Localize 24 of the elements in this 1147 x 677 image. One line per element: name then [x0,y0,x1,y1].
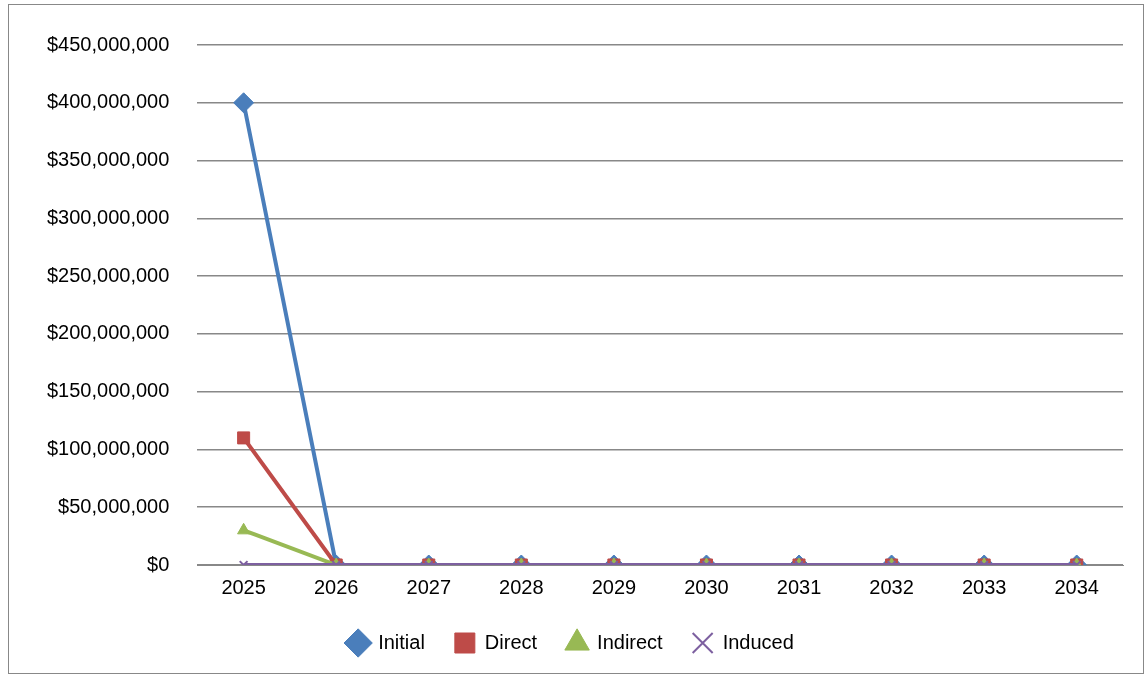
legend-label: Induced [722,630,794,653]
legend-label: Indirect [597,630,664,653]
y-tick-label: $250,000,000 [47,263,170,286]
y-tick-label: $100,000,000 [47,436,170,459]
x-tick-label: 2026 [313,575,359,598]
y-tick-label: $150,000,000 [47,379,170,402]
y-tick-label: $200,000,000 [47,321,170,344]
x-tick-label: 2029 [591,575,637,598]
y-tick-label: $300,000,000 [47,205,170,228]
legend-label: Direct [484,630,538,653]
x-tick-label: 2034 [1054,575,1099,598]
legend-label: Initial [378,630,425,653]
x-tick-label: 2025 [221,575,266,598]
x-tick-label: 2027 [406,575,452,598]
x-tick-label: 2030 [684,575,729,598]
y-tick-label: $450,000,000 [47,32,170,55]
x-tick-label: 2032 [869,575,914,598]
y-tick-label: $0 [147,552,170,575]
y-tick-label: $400,000,000 [47,90,170,113]
y-tick-label: $350,000,000 [47,148,170,171]
x-tick-label: 2033 [961,575,1007,598]
y-tick-label: $50,000,000 [58,494,170,517]
x-tick-label: 2031 [776,575,822,598]
x-tick-label: 2028 [499,575,544,598]
